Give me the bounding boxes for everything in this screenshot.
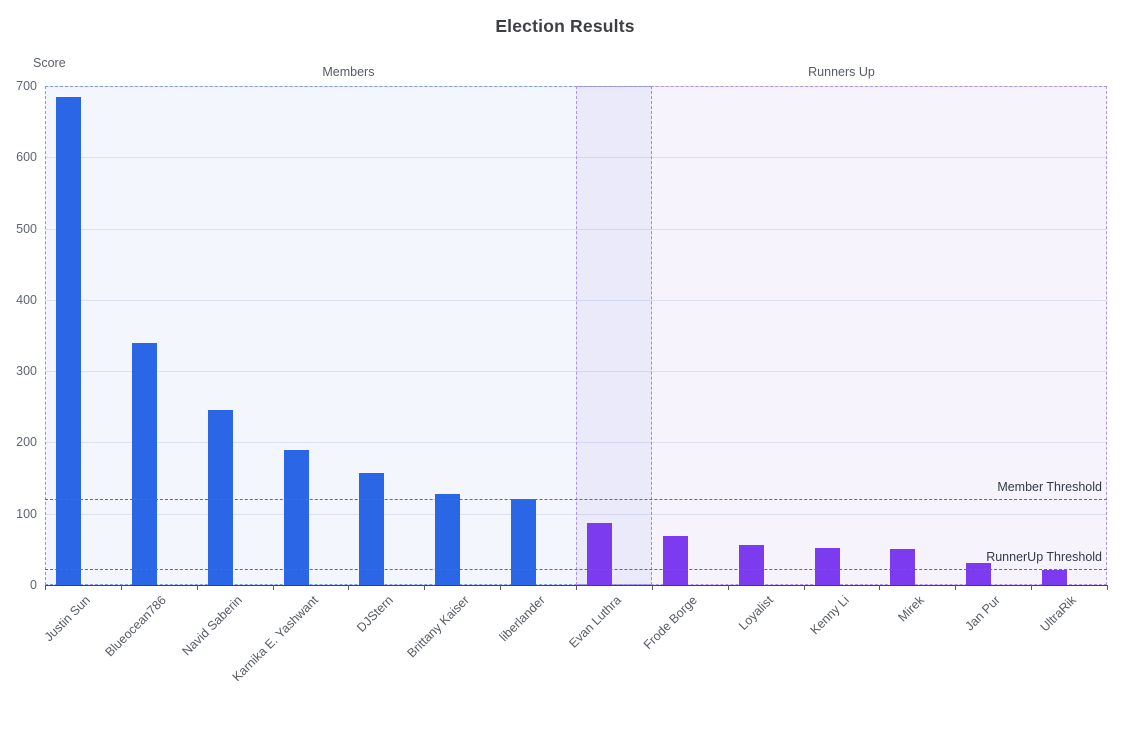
bar[interactable] (56, 96, 81, 585)
bar[interactable] (131, 342, 157, 585)
plot-area: Members Runners Up Member Threshold RunnerU… (16, 65, 1108, 684)
chart-title: Election Results (495, 16, 635, 36)
x-tick (1031, 585, 1033, 590)
threshold-label: Member Threshold (997, 480, 1102, 495)
bar[interactable] (435, 493, 461, 585)
x-tick (651, 585, 653, 590)
x-axis-label: Evan Luthra (566, 593, 624, 651)
x-tick (45, 585, 46, 590)
x-tick (196, 585, 198, 590)
y-axis-label: 700 (16, 79, 37, 93)
y-axis-label: 100 (16, 506, 37, 521)
bar[interactable] (662, 535, 688, 585)
bar[interactable] (738, 545, 764, 585)
x-axis-label: Navid Saberin (179, 593, 245, 659)
threshold-label: RunnerUp Threshold (986, 550, 1102, 565)
bar[interactable] (1042, 570, 1068, 585)
x-axis-label: Mirek (895, 593, 928, 625)
x-axis-label: liberlander (496, 593, 548, 645)
y-axis-label: 200 (16, 435, 37, 450)
bar[interactable] (587, 522, 612, 585)
x-tick (348, 585, 350, 590)
y-axis-title: Score (33, 56, 66, 70)
bar[interactable] (359, 473, 385, 585)
x-tick (120, 585, 122, 590)
x-tick (727, 585, 729, 590)
threshold-line (45, 569, 1107, 571)
x-tick (1107, 585, 1108, 590)
x-axis-label: Loyalist (735, 593, 776, 633)
x-tick (424, 585, 426, 590)
region-label: Members (322, 65, 375, 79)
x-axis-label: DJStern (354, 593, 397, 635)
x-tick (576, 585, 577, 590)
y-axis-label: 400 (16, 292, 37, 307)
bar[interactable] (890, 549, 916, 585)
region-label: Runners Up (808, 65, 875, 79)
x-axis-label: UltraRik (1037, 593, 1079, 635)
x-tick (955, 585, 957, 590)
y-axis-label: 500 (16, 221, 37, 236)
x-axis-label: Brittany Kaiser (404, 593, 473, 661)
bar[interactable] (966, 562, 992, 585)
region-runners-up (576, 86, 1107, 585)
x-tick (803, 585, 805, 590)
x-tick (500, 585, 502, 590)
x-axis-label: Frode Borge (640, 593, 700, 653)
x-axis-label: Blueocean786 (102, 593, 169, 660)
y-axis-label: 300 (16, 364, 37, 379)
x-tick (272, 585, 274, 590)
y-axis-label: 0 (30, 578, 37, 592)
bar[interactable] (511, 498, 537, 585)
y-axis-label: 600 (16, 150, 37, 165)
x-axis-label: Karnika E. Yashwant (229, 593, 321, 685)
bar[interactable] (283, 449, 309, 585)
bar[interactable] (814, 547, 840, 585)
x-axis-label: Kenny Li (807, 593, 852, 638)
threshold-line (45, 499, 1107, 501)
x-axis-label: Jan Pur (962, 593, 1004, 634)
x-tick (879, 585, 881, 590)
bar[interactable] (207, 410, 233, 585)
